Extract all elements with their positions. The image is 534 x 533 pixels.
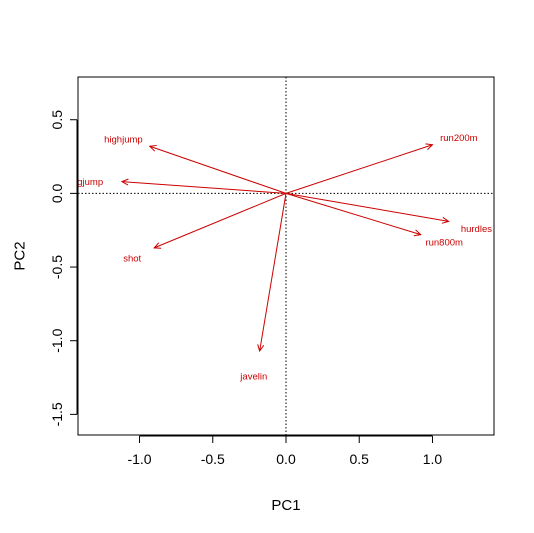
x-axis: -1.0 -0.5 0.0 0.5 1.0: [127, 435, 443, 467]
arrowhead-hurdles: [441, 216, 450, 224]
label-longjump: longjump: [65, 177, 104, 188]
arrowhead-javelin: [257, 344, 265, 353]
label-highjump: highjump: [104, 134, 143, 145]
y-tick-label: -1.5: [49, 402, 65, 426]
x-tick-label: 0.0: [276, 451, 296, 467]
arrow-shot: [153, 192, 287, 249]
y-axis-title: PC2: [12, 241, 29, 270]
label-javelin: javelin: [239, 372, 267, 383]
y-tick-label: -1.0: [49, 328, 65, 352]
arrow-run800m: [285, 192, 421, 236]
label-shot: shot: [123, 254, 141, 265]
label-run200m: run200m: [440, 133, 478, 144]
arrowhead-shot: [153, 242, 162, 249]
y-tick-label: 0.0: [49, 183, 65, 203]
arrow-highjump: [149, 145, 287, 194]
arrow-hurdles: [285, 192, 449, 222]
x-tick-label: -0.5: [201, 451, 225, 467]
arrowhead-run200m: [425, 143, 434, 150]
plot-frame: [77, 76, 495, 436]
arrow-javelin: [259, 193, 287, 352]
x-tick-label: 1.0: [423, 451, 443, 467]
arrowhead-highjump: [148, 144, 157, 152]
y-tick-label: -0.5: [49, 255, 65, 279]
label-hurdles: hurdles: [461, 224, 492, 235]
y-tick-label: 0.5: [49, 110, 65, 130]
x-axis-title: PC1: [271, 497, 300, 514]
label-run800m: run800m: [425, 238, 463, 249]
arrowhead-run800m: [413, 229, 422, 237]
x-tick-label: -1.0: [127, 451, 151, 467]
arrowhead-longjump: [120, 178, 129, 186]
y-axis: 0.5 0.0 -0.5 -1.0 -1.5: [49, 110, 78, 426]
arrow-longjump: [121, 181, 287, 194]
arrow-run200m: [285, 144, 433, 194]
x-tick-label: 0.5: [350, 451, 370, 467]
